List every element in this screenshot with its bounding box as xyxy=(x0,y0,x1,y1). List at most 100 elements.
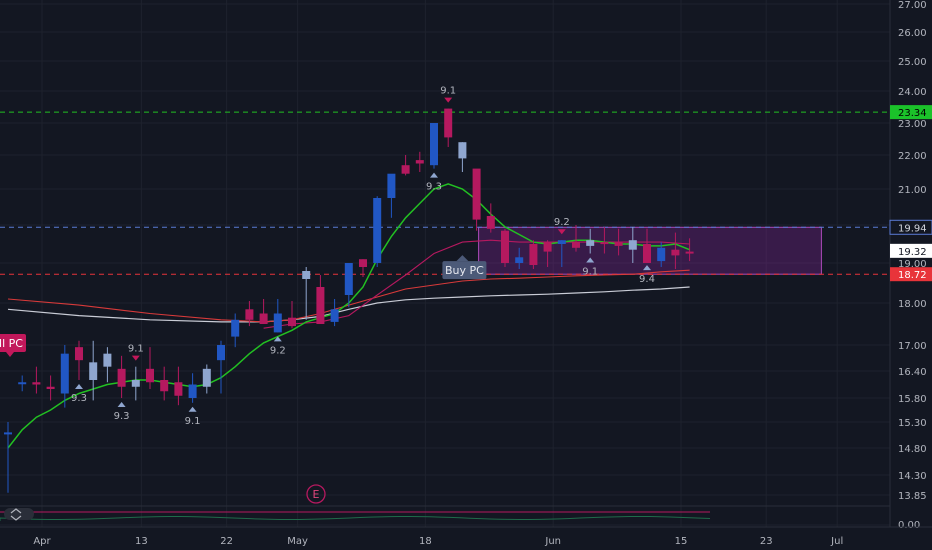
candle-body[interactable] xyxy=(202,368,211,387)
candle-body[interactable] xyxy=(75,347,83,361)
x-tick-label: May xyxy=(287,536,308,547)
candle-body[interactable] xyxy=(302,271,311,279)
collapse-icon xyxy=(10,508,22,521)
grid xyxy=(0,0,890,527)
sell-label-box[interactable] xyxy=(0,334,26,352)
y-tick-label: 15.80 xyxy=(898,394,927,405)
candle-body[interactable] xyxy=(32,382,41,385)
candle-body[interactable] xyxy=(586,240,595,246)
earnings-badge-text: E xyxy=(313,488,320,501)
candle-body[interactable] xyxy=(330,309,339,322)
annotation-label: 9.1 xyxy=(185,416,201,427)
y-tick-label: 14.30 xyxy=(898,471,927,482)
candle-body[interactable] xyxy=(600,242,609,245)
candle-body[interactable] xyxy=(103,353,112,367)
current-price-tag[interactable] xyxy=(890,243,932,258)
sell-label-text: ll PC xyxy=(0,337,23,350)
candle-body[interactable] xyxy=(231,319,240,337)
annotation-label: 9.1 xyxy=(440,86,456,97)
candle-body[interactable] xyxy=(131,380,140,387)
x-tick-label: Apr xyxy=(33,536,51,547)
x-tick-label: 15 xyxy=(675,536,688,547)
annotation-label: 9.2 xyxy=(554,217,570,228)
annotation-label: 9.3 xyxy=(426,182,442,193)
annotations: 9.1 9.3 9.3 9.1 9.2 9.1 9.3 9.2 9.1 9.4 xyxy=(71,86,655,427)
ma-red-line xyxy=(7,269,690,323)
candle-body[interactable] xyxy=(415,160,424,164)
candle-body[interactable] xyxy=(628,240,637,250)
candle-body[interactable] xyxy=(174,382,183,396)
candle-body[interactable] xyxy=(146,368,154,383)
x-tick-label: 22 xyxy=(220,536,233,547)
candle-body[interactable] xyxy=(316,287,325,324)
time-axis[interactable]: Apr 13 22 May 18 Jun 15 23 Jul xyxy=(0,526,932,547)
candle-body[interactable] xyxy=(685,251,694,254)
candle-body[interactable] xyxy=(373,198,382,263)
candle-body[interactable] xyxy=(401,165,410,174)
candles[interactable] xyxy=(4,108,694,493)
candle-body[interactable] xyxy=(245,309,254,320)
arrow-up-icon xyxy=(586,257,595,263)
candle-body[interactable] xyxy=(344,263,353,295)
arrow-up-icon xyxy=(188,406,197,412)
candle-body[interactable] xyxy=(117,368,126,387)
price-tag-19-94-bg[interactable] xyxy=(889,219,932,235)
ma-white-line xyxy=(7,286,690,323)
y-tick-label: 13.85 xyxy=(898,491,927,502)
candle-body[interactable] xyxy=(288,317,296,327)
candle-body[interactable] xyxy=(18,382,27,385)
candle-body[interactable] xyxy=(614,242,623,246)
candle-body[interactable] xyxy=(4,432,12,435)
candle-body[interactable] xyxy=(89,362,98,380)
candle-body[interactable] xyxy=(46,386,55,389)
candle-body[interactable] xyxy=(501,230,509,263)
buy-label-box[interactable] xyxy=(442,261,487,280)
price-axis[interactable]: 27.0026.0025.0024.0023.0022.0021.0020.00… xyxy=(889,0,932,531)
x-tick-label: 13 xyxy=(135,536,148,547)
candle-body[interactable] xyxy=(430,123,438,166)
price-tag-23-34-bg[interactable] xyxy=(890,105,932,120)
candle-body[interactable] xyxy=(472,168,481,220)
price-tag-18-72-label: 18.72 xyxy=(898,270,927,281)
x-tick-label: 18 xyxy=(419,536,432,547)
candle-body[interactable] xyxy=(529,244,538,265)
candle-body[interactable] xyxy=(657,247,666,262)
y-tick-label: 22.00 xyxy=(898,151,927,162)
arrow-up-icon xyxy=(117,402,126,407)
y-tick-label: 25.00 xyxy=(898,57,927,68)
candle-body[interactable] xyxy=(259,313,268,325)
signal-labels[interactable]: Buy PC ll PC xyxy=(0,255,487,357)
candle-body[interactable] xyxy=(643,244,651,263)
candle-body[interactable] xyxy=(671,249,680,256)
annotation-label: 9.2 xyxy=(270,345,286,356)
candle-body[interactable] xyxy=(572,242,580,248)
candle-body[interactable] xyxy=(273,313,282,333)
arrow-up-icon xyxy=(643,265,651,271)
annotation-label: 9.3 xyxy=(71,393,87,404)
y-tick-label: 17.00 xyxy=(898,341,927,352)
candle-body[interactable] xyxy=(515,257,524,263)
candle-body[interactable] xyxy=(359,259,367,267)
arrow-up-icon xyxy=(430,172,438,178)
candle-body[interactable] xyxy=(444,108,453,138)
candle-body[interactable] xyxy=(217,345,225,361)
indicator-pane: E xyxy=(0,484,890,526)
candle-body[interactable] xyxy=(557,240,566,244)
earnings-badge[interactable] xyxy=(306,484,326,504)
candle-body[interactable] xyxy=(486,216,495,229)
candle-body[interactable] xyxy=(543,242,552,252)
candle-body[interactable] xyxy=(60,353,69,394)
candle-body[interactable] xyxy=(188,384,197,399)
y-tick-label: 15.30 xyxy=(898,418,927,429)
arrow-up-icon xyxy=(273,336,282,342)
price-tag-18-72-bg[interactable] xyxy=(890,267,932,282)
sell-label-pointer xyxy=(6,352,14,357)
candle-body[interactable] xyxy=(387,173,396,198)
annotation-label: 9.1 xyxy=(128,344,144,355)
candle-body[interactable] xyxy=(458,142,467,159)
arrow-down-icon xyxy=(444,97,453,103)
arrow-up-icon xyxy=(75,384,83,389)
indicator-line xyxy=(0,515,711,521)
candle-body[interactable] xyxy=(160,380,169,392)
